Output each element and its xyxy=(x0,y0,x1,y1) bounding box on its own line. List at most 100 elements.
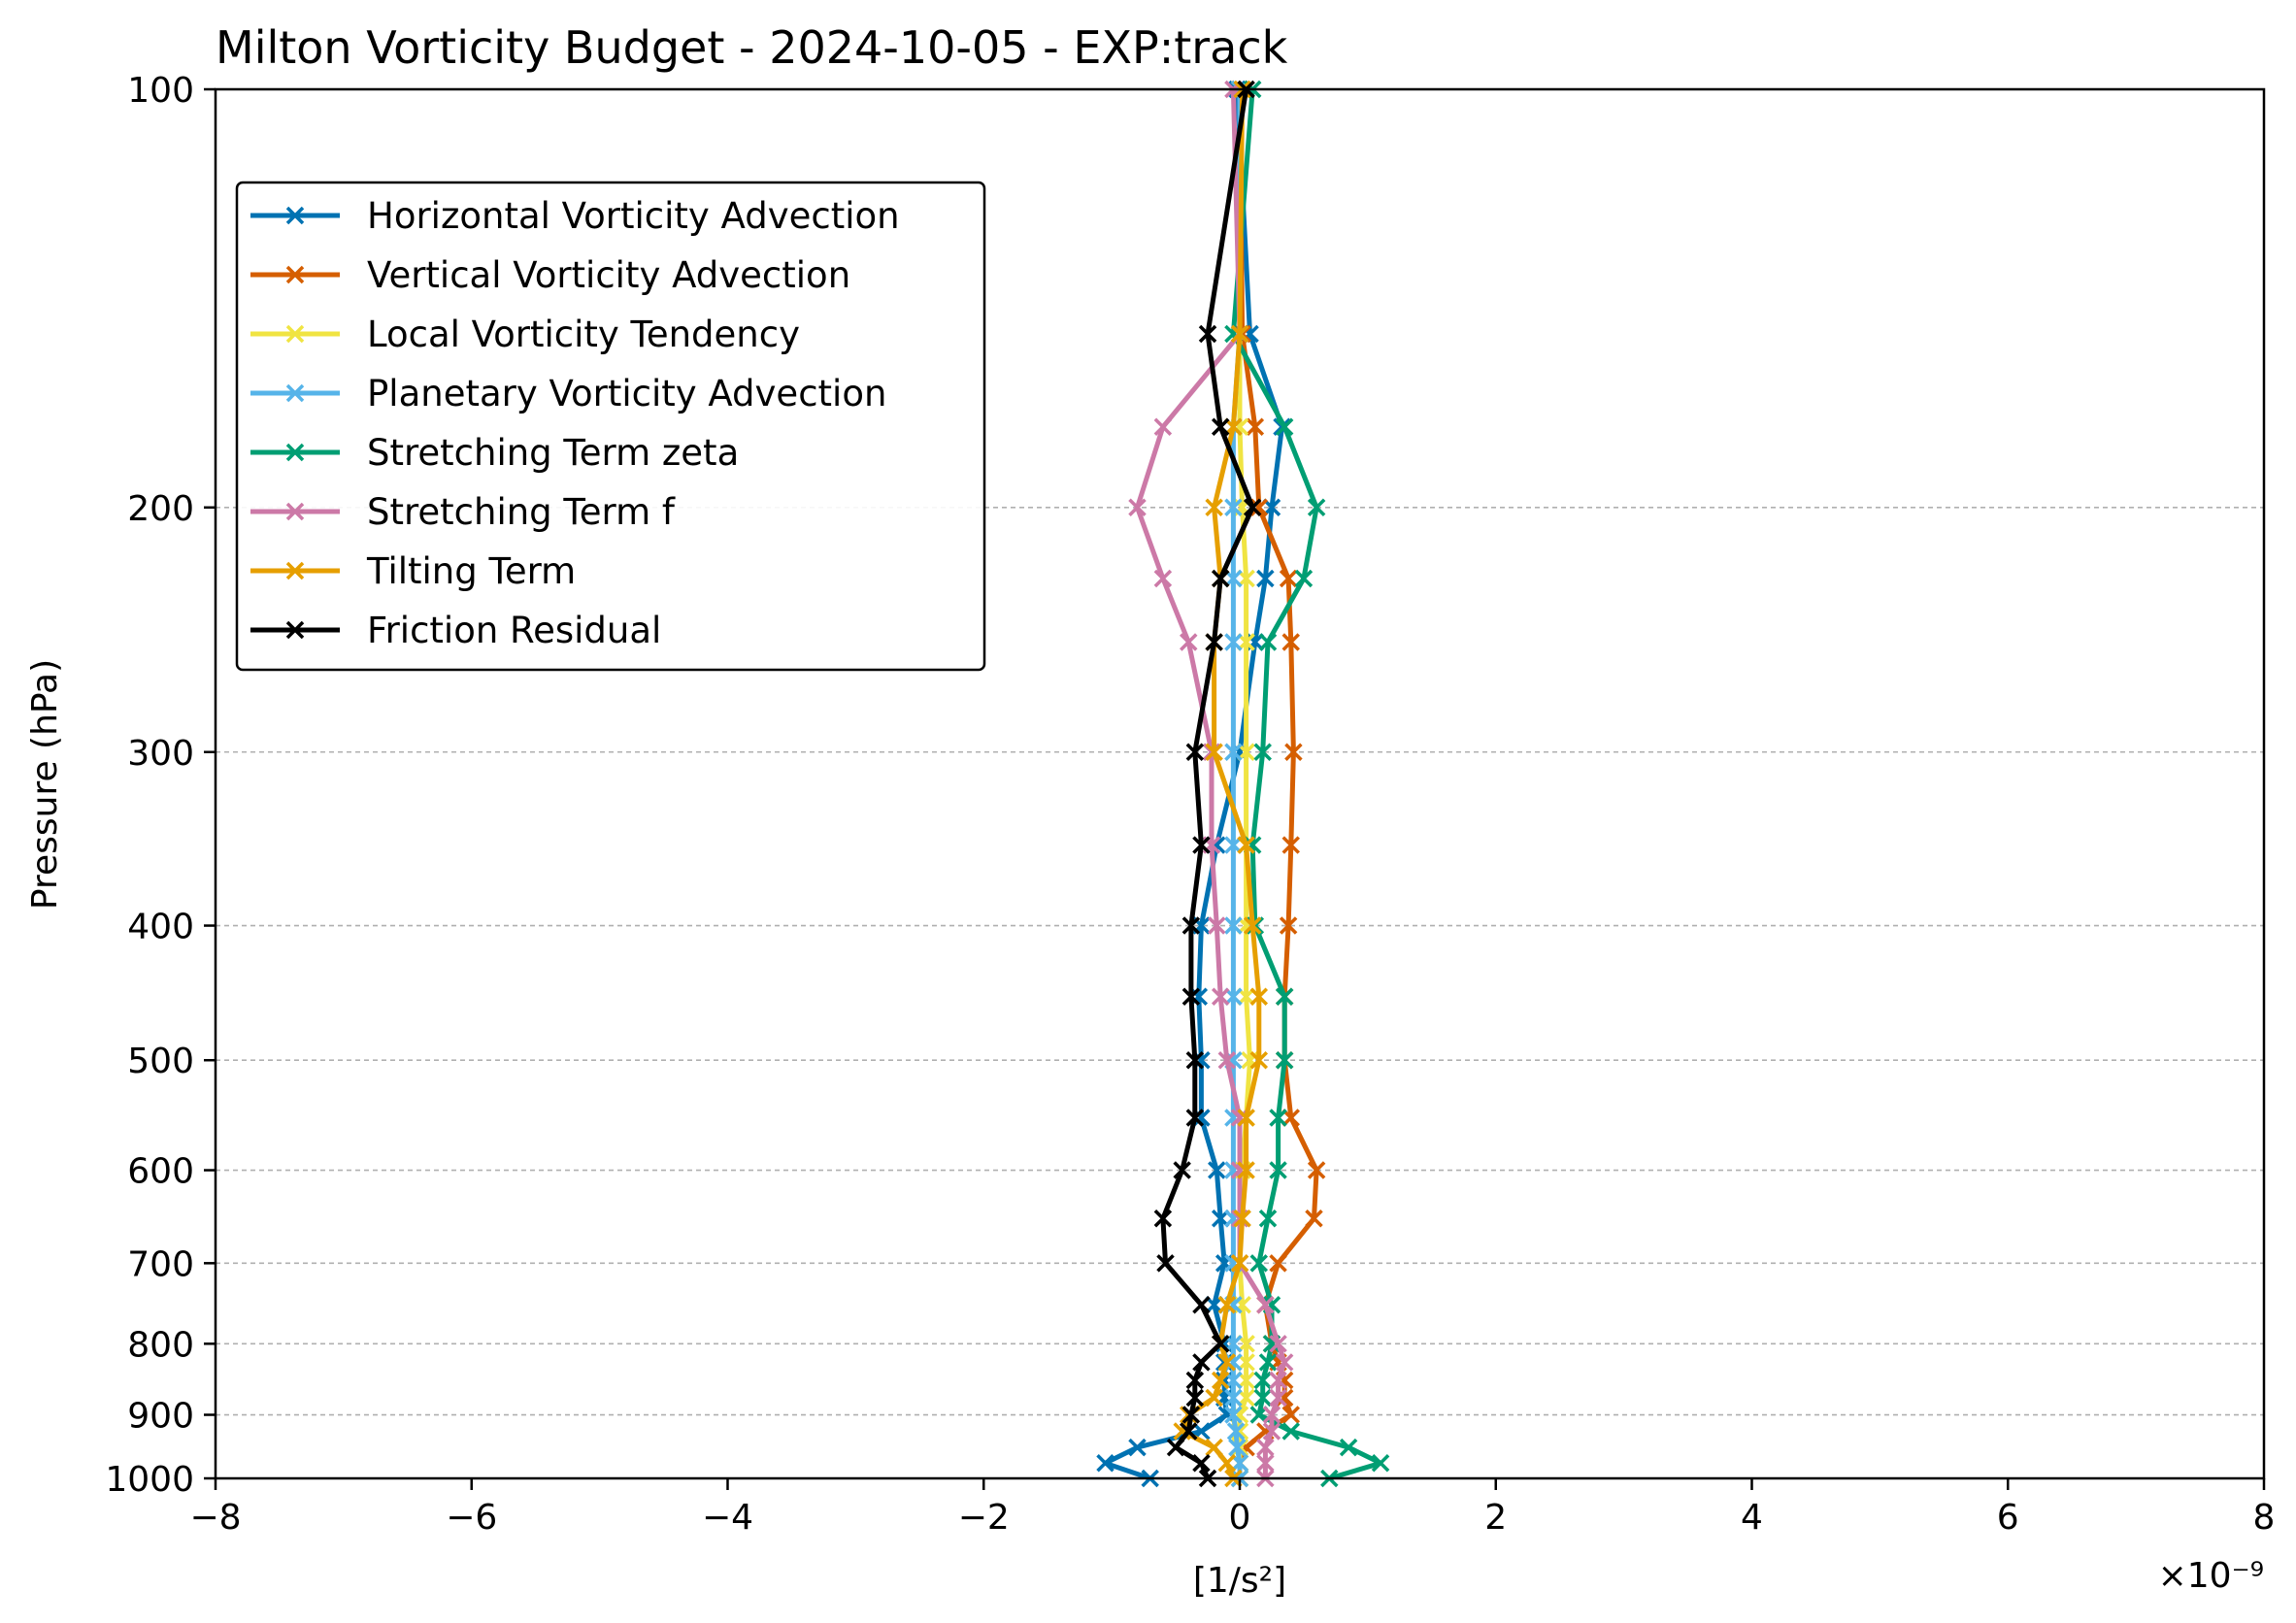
series-marker xyxy=(1153,1209,1173,1228)
series-marker xyxy=(1211,569,1230,588)
series-marker xyxy=(1256,1454,1275,1473)
series-marker xyxy=(1211,987,1230,1006)
series-marker xyxy=(1269,1161,1287,1179)
x-tick-label: 8 xyxy=(2253,1498,2276,1538)
series-marker xyxy=(1230,1454,1249,1473)
series-marker xyxy=(1258,1353,1278,1372)
series-marker xyxy=(1281,1109,1300,1127)
series-marker xyxy=(1180,1422,1198,1441)
series-marker xyxy=(1096,1454,1115,1473)
series-group xyxy=(1224,80,1249,1488)
series-marker xyxy=(1237,1161,1255,1179)
series-marker xyxy=(1185,1050,1205,1070)
x-axis-label: [1/s²] xyxy=(1193,1561,1286,1601)
legend-swatch-marker xyxy=(285,206,305,225)
legend-entry: Horizontal Vorticity Advection xyxy=(250,195,900,237)
legend-label: Stretching Term zeta xyxy=(367,432,739,474)
x-tick-label: −4 xyxy=(702,1498,753,1538)
series-marker xyxy=(1153,569,1173,588)
series-marker xyxy=(1275,987,1294,1006)
series-marker xyxy=(1166,1438,1185,1457)
series-marker xyxy=(1249,1254,1269,1273)
y-tick-label: 300 xyxy=(127,734,194,774)
legend: Horizontal Vorticity Advection Vertical V… xyxy=(235,181,986,672)
legend-swatch-marker xyxy=(285,502,305,521)
series-marker xyxy=(1237,987,1255,1006)
y-tick-label: 200 xyxy=(127,489,194,529)
series-marker xyxy=(1253,1371,1272,1390)
series-marker xyxy=(1237,1109,1255,1127)
y-tick-label: 600 xyxy=(127,1152,194,1192)
legend-frame xyxy=(235,181,986,672)
series-marker xyxy=(1256,1438,1275,1457)
series-marker xyxy=(1237,1335,1255,1353)
series-marker xyxy=(1205,1438,1223,1457)
series-marker xyxy=(1339,1438,1358,1457)
series-marker xyxy=(1230,324,1249,344)
series-marker xyxy=(1371,1454,1390,1473)
series-marker xyxy=(1224,1353,1243,1372)
x-tick-label: 6 xyxy=(1997,1498,2019,1538)
series-marker xyxy=(1185,743,1205,761)
legend-entry: Local Vorticity Tendency xyxy=(250,314,800,355)
series-marker xyxy=(1224,916,1243,935)
series-marker xyxy=(1258,1209,1278,1228)
series-marker xyxy=(1205,1388,1223,1408)
series-marker xyxy=(1211,1371,1230,1390)
x-axis-ticks: −8 −6 −4 −2 0 2 4 6 8 xyxy=(189,1478,2275,1538)
series-marker xyxy=(1262,1422,1281,1441)
series-marker xyxy=(1224,743,1243,761)
y-axis-label: Pressure (hPa) xyxy=(25,659,65,910)
series-marker xyxy=(1224,1406,1243,1424)
series-marker xyxy=(1243,916,1262,935)
series-group xyxy=(1153,80,1262,1488)
series-marker xyxy=(1181,916,1201,935)
series-marker xyxy=(1217,1353,1237,1372)
chart-title: Milton Vorticity Budget - 2024-10-05 - E… xyxy=(216,21,1288,74)
series-marker xyxy=(1205,498,1223,517)
series-marker xyxy=(1305,1209,1323,1228)
series-marker xyxy=(1253,743,1272,761)
series-marker xyxy=(1208,916,1226,935)
series-marker xyxy=(1237,633,1255,651)
legend-label: Vertical Vorticity Advection xyxy=(367,254,850,296)
series-marker xyxy=(1192,836,1211,854)
series-marker xyxy=(1249,498,1269,517)
series-line xyxy=(1103,88,1284,1481)
x-axis-offset-label: ×10⁻⁹ xyxy=(2158,1556,2264,1596)
series-marker xyxy=(1256,1295,1275,1314)
series-marker xyxy=(1237,1353,1255,1372)
series-marker xyxy=(1205,633,1223,651)
legend-swatch-marker xyxy=(285,324,305,344)
series-marker xyxy=(1275,1353,1294,1372)
series-marker xyxy=(1224,569,1243,588)
series-marker xyxy=(1228,1438,1247,1457)
series-marker xyxy=(1205,743,1223,761)
series-marker xyxy=(1181,1406,1201,1424)
legend-label: Planetary Vorticity Advection xyxy=(367,373,886,414)
series-marker xyxy=(1224,1335,1243,1353)
series-marker xyxy=(1224,987,1243,1006)
series-marker xyxy=(1243,498,1262,517)
series-marker xyxy=(1237,1388,1255,1408)
y-tick-label: 1000 xyxy=(105,1460,194,1500)
series-marker xyxy=(1249,1050,1269,1070)
series-group xyxy=(1128,80,1294,1488)
series-marker xyxy=(1208,1161,1226,1179)
series-marker xyxy=(1224,836,1243,854)
legend-swatch-marker xyxy=(285,443,305,462)
y-tick-label: 100 xyxy=(127,71,194,111)
series-marker xyxy=(1224,1371,1243,1390)
series-marker xyxy=(1237,743,1255,761)
series-marker xyxy=(1269,1254,1287,1273)
series-marker xyxy=(1192,1295,1211,1314)
series-marker xyxy=(1281,1406,1300,1424)
series-line xyxy=(1230,88,1383,1481)
y-axis-ticks: 100 200 300 400 500 600 700 800 900 1000 xyxy=(105,71,216,1500)
series-marker xyxy=(1226,1422,1246,1441)
series-marker xyxy=(1233,1209,1251,1228)
y-tick-label: 400 xyxy=(127,908,194,947)
series-marker xyxy=(1253,1388,1272,1408)
legend-entry: Planetary Vorticity Advection xyxy=(250,373,886,414)
